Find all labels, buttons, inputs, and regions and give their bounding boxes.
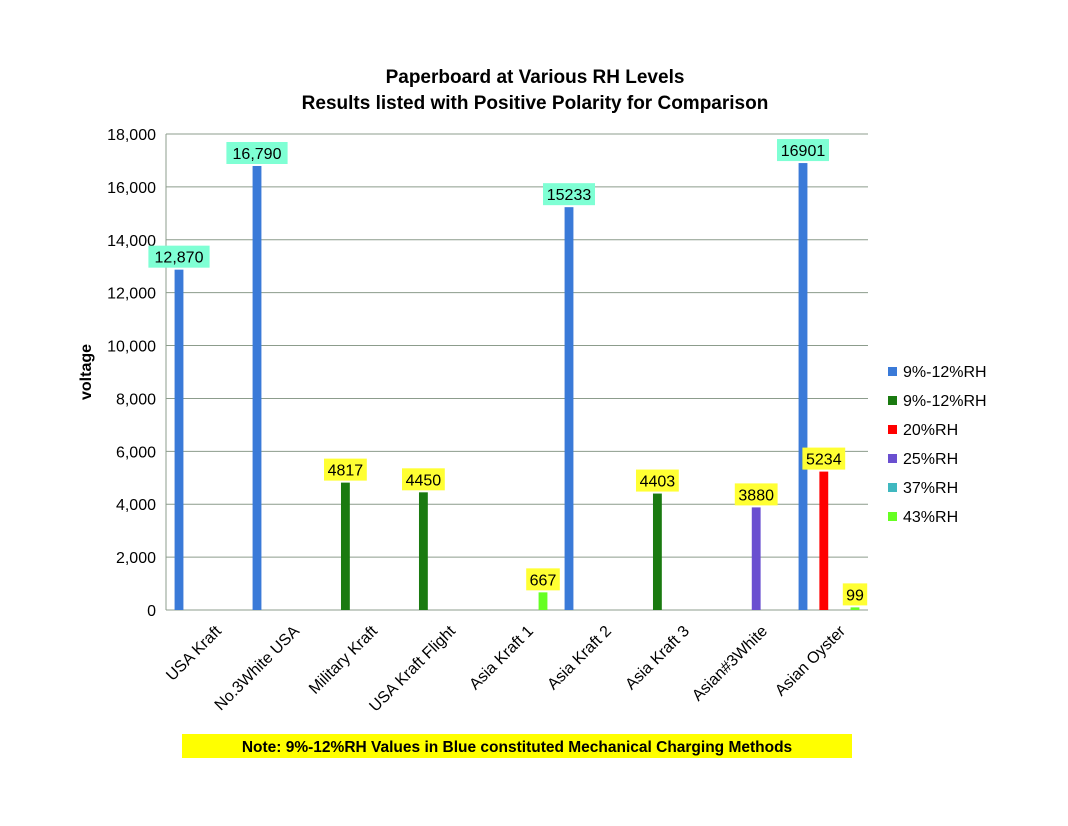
data-labels: 12,870 16,790 15233 16901 4817 4450 4403 5234 38…	[148, 139, 868, 606]
bar	[252, 165, 262, 610]
data-label: 3880	[738, 487, 774, 504]
data-label-background	[777, 139, 829, 162]
legend-swatch	[888, 367, 897, 376]
y-tick-label: 12,000	[107, 286, 156, 303]
data-label-background	[734, 483, 778, 506]
note-text: Note: 9%-12%RH Values in Blue constitute…	[242, 739, 792, 756]
data-label-background	[802, 447, 846, 470]
data-label: 4403	[640, 474, 676, 491]
bar	[798, 163, 808, 610]
data-label: 4450	[406, 472, 442, 489]
bar	[652, 493, 662, 610]
y-tick-label: 4,000	[116, 497, 156, 514]
data-label-background	[324, 458, 367, 481]
y-axis-ticks: 0 2,000 4,000 6,000 8,000 10,000 12,000 14,000 1…	[107, 127, 156, 620]
bar	[538, 592, 548, 610]
x-tick-label: USA Kraft	[163, 622, 225, 684]
bar	[174, 269, 184, 610]
x-tick-label: Asia Kraft 3	[622, 623, 693, 694]
legend: 9%-12%RH 9%-12%RH 20%RH 25%RH 37%RH 43%RH	[888, 364, 987, 526]
legend-label: 25%RH	[903, 451, 958, 468]
y-tick-label: 6,000	[116, 444, 156, 461]
data-label: 5234	[806, 452, 842, 469]
legend-swatch	[888, 396, 897, 405]
bar	[819, 471, 829, 610]
data-label-background	[148, 245, 210, 268]
x-tick-label: Asia Kraft 2	[544, 623, 615, 694]
data-label: 15233	[547, 187, 592, 204]
y-tick-label: 10,000	[107, 339, 156, 356]
bar	[564, 207, 574, 610]
y-tick-label: 0	[147, 603, 156, 620]
y-tick-label: 8,000	[116, 391, 156, 408]
legend-label: 9%-12%RH	[903, 393, 987, 410]
bar	[751, 507, 761, 610]
x-tick-label: Asian Oyster	[772, 622, 849, 699]
y-tick-label: 2,000	[116, 550, 156, 567]
legend-label: 9%-12%RH	[903, 364, 987, 381]
data-label: 16,790	[233, 146, 282, 163]
x-tick-label: Asian#3White	[689, 623, 771, 705]
data-label-background	[842, 583, 868, 606]
data-label: 4817	[328, 463, 364, 480]
bar	[850, 607, 860, 610]
legend-label: 43%RH	[903, 509, 958, 526]
data-label: 667	[530, 572, 557, 589]
legend-swatch	[888, 483, 897, 492]
data-label-background	[636, 469, 679, 492]
chart-subtitle: Results listed with Positive Polarity fo…	[302, 93, 769, 114]
data-label-background	[543, 183, 595, 206]
chart-title: Paperboard at Various RH Levels	[386, 67, 685, 88]
data-label-background	[402, 468, 445, 491]
bar	[418, 492, 428, 610]
data-label: 16901	[781, 143, 826, 160]
x-tick-label: Military Kraft	[306, 622, 381, 697]
bar	[340, 482, 350, 610]
gridlines	[165, 133, 868, 611]
y-tick-label: 18,000	[107, 127, 156, 144]
x-tick-label: No.3White USA	[212, 623, 303, 714]
data-label-background	[226, 141, 288, 164]
legend-label: 37%RH	[903, 480, 958, 497]
y-axis-label: voltage	[78, 344, 95, 400]
data-label: 99	[846, 587, 864, 604]
legend-label: 20%RH	[903, 422, 958, 439]
y-tick-label: 16,000	[107, 180, 156, 197]
bars	[174, 163, 860, 610]
data-label-background	[526, 568, 560, 591]
note-background	[182, 734, 852, 758]
legend-swatch	[888, 454, 897, 463]
legend-swatch	[888, 425, 897, 434]
x-tick-label: Asia Kraft 1	[466, 623, 537, 694]
x-tick-label: USA Kraft Flight	[366, 622, 459, 715]
data-label: 12,870	[155, 250, 204, 267]
legend-swatch	[888, 512, 897, 521]
y-tick-label: 14,000	[107, 233, 156, 250]
